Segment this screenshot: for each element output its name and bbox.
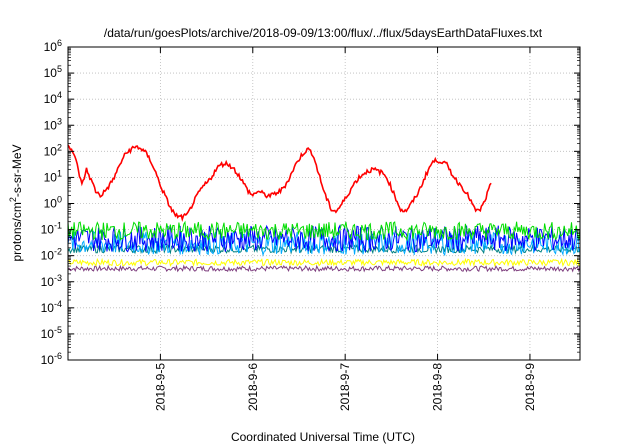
y-tick-label: 10-5 (41, 325, 62, 341)
y-tick-label: 10-6 (41, 351, 62, 367)
y-tick-label: 105 (44, 64, 62, 80)
series-line (67, 220, 581, 242)
series-line (67, 264, 581, 273)
y-axis-label: protons/cm2-s-sr-MeV (8, 144, 24, 261)
y-axis-label-prefix: protons/cm (10, 202, 24, 261)
series-line (67, 257, 581, 268)
grid (68, 47, 580, 360)
y-tick-label: 10-1 (41, 221, 62, 237)
series-line (67, 230, 581, 257)
y-tick-label: 103 (44, 116, 62, 132)
y-tick-label: 10-4 (41, 299, 62, 315)
y-axis-label-suffix: -s-sr-MeV (10, 144, 24, 197)
x-tick-label: 2018-9-9 (523, 363, 537, 411)
series-layer (67, 144, 581, 273)
y-tick-label: 106 (44, 38, 62, 54)
x-tick-label: 2018-9-5 (153, 363, 167, 411)
ticks: 10-6 10-5 10-4 10-3 10-2 10-1 100 101 102 103 104 1… (41, 38, 580, 411)
x-tick-label: 2018-9-8 (431, 363, 445, 411)
x-tick-label: 2018-9-6 (246, 363, 260, 411)
y-tick-label: 10-3 (41, 273, 62, 289)
series-line (67, 224, 581, 253)
y-tick-label: 104 (44, 90, 62, 106)
y-axis-label-sup: 2 (8, 197, 18, 202)
y-tick-label: 100 (44, 195, 62, 211)
x-tick-label: 2018-9-7 (338, 363, 352, 411)
series-line-red (67, 144, 492, 222)
y-tick-label: 10-2 (41, 247, 62, 263)
y-tick-label: 101 (44, 168, 62, 184)
y-tick-label: 102 (44, 142, 62, 158)
chart-title: /data/run/goesPlots/archive/2018-09-09/1… (104, 26, 543, 40)
x-axis-label: Coordinated Universal Time (UTC) (231, 430, 415, 444)
